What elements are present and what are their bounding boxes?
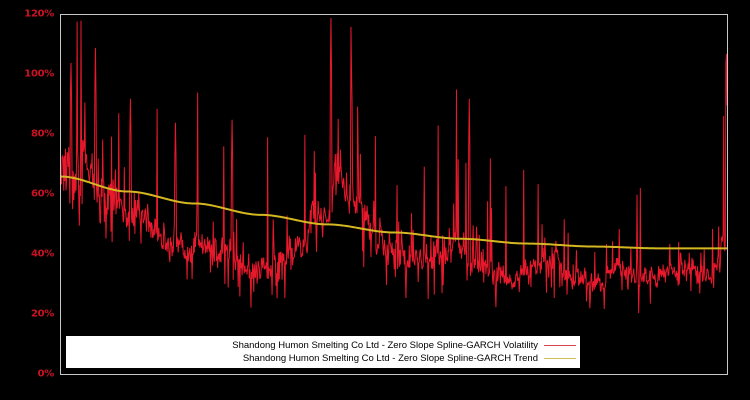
y-axis-tick-label: 120%: [24, 8, 54, 20]
y-axis-tick-label: 0%: [37, 368, 55, 380]
chart-canvas: [61, 17, 727, 314]
y-axis-tick-label: 80%: [30, 128, 54, 140]
trend-series-line: [61, 175, 727, 250]
legend-color-swatch: [544, 345, 576, 346]
volatility-series-line: [61, 17, 727, 314]
legend-entry-label: Shandong Humon Smelting Co Ltd - Zero Sl…: [232, 340, 538, 351]
y-axis-tick-label: 40%: [30, 248, 54, 260]
legend-entry: Shandong Humon Smelting Co Ltd - Zero Sl…: [66, 339, 580, 352]
legend-entry: Shandong Humon Smelting Co Ltd - Zero Sl…: [66, 352, 580, 365]
legend-entry-label: Shandong Humon Smelting Co Ltd - Zero Sl…: [242, 353, 538, 364]
y-axis-tick-label: 100%: [24, 68, 54, 80]
legend-color-swatch: [544, 358, 576, 359]
y-axis: 120% 100% 80% 60% 40% 20% 0%: [0, 0, 60, 400]
plot-area: [60, 14, 728, 375]
chart-legend: Shandong Humon Smelting Co Ltd - Zero Sl…: [66, 336, 580, 368]
y-axis-tick-label: 20%: [30, 308, 54, 320]
y-axis-tick-label: 60%: [30, 188, 54, 200]
